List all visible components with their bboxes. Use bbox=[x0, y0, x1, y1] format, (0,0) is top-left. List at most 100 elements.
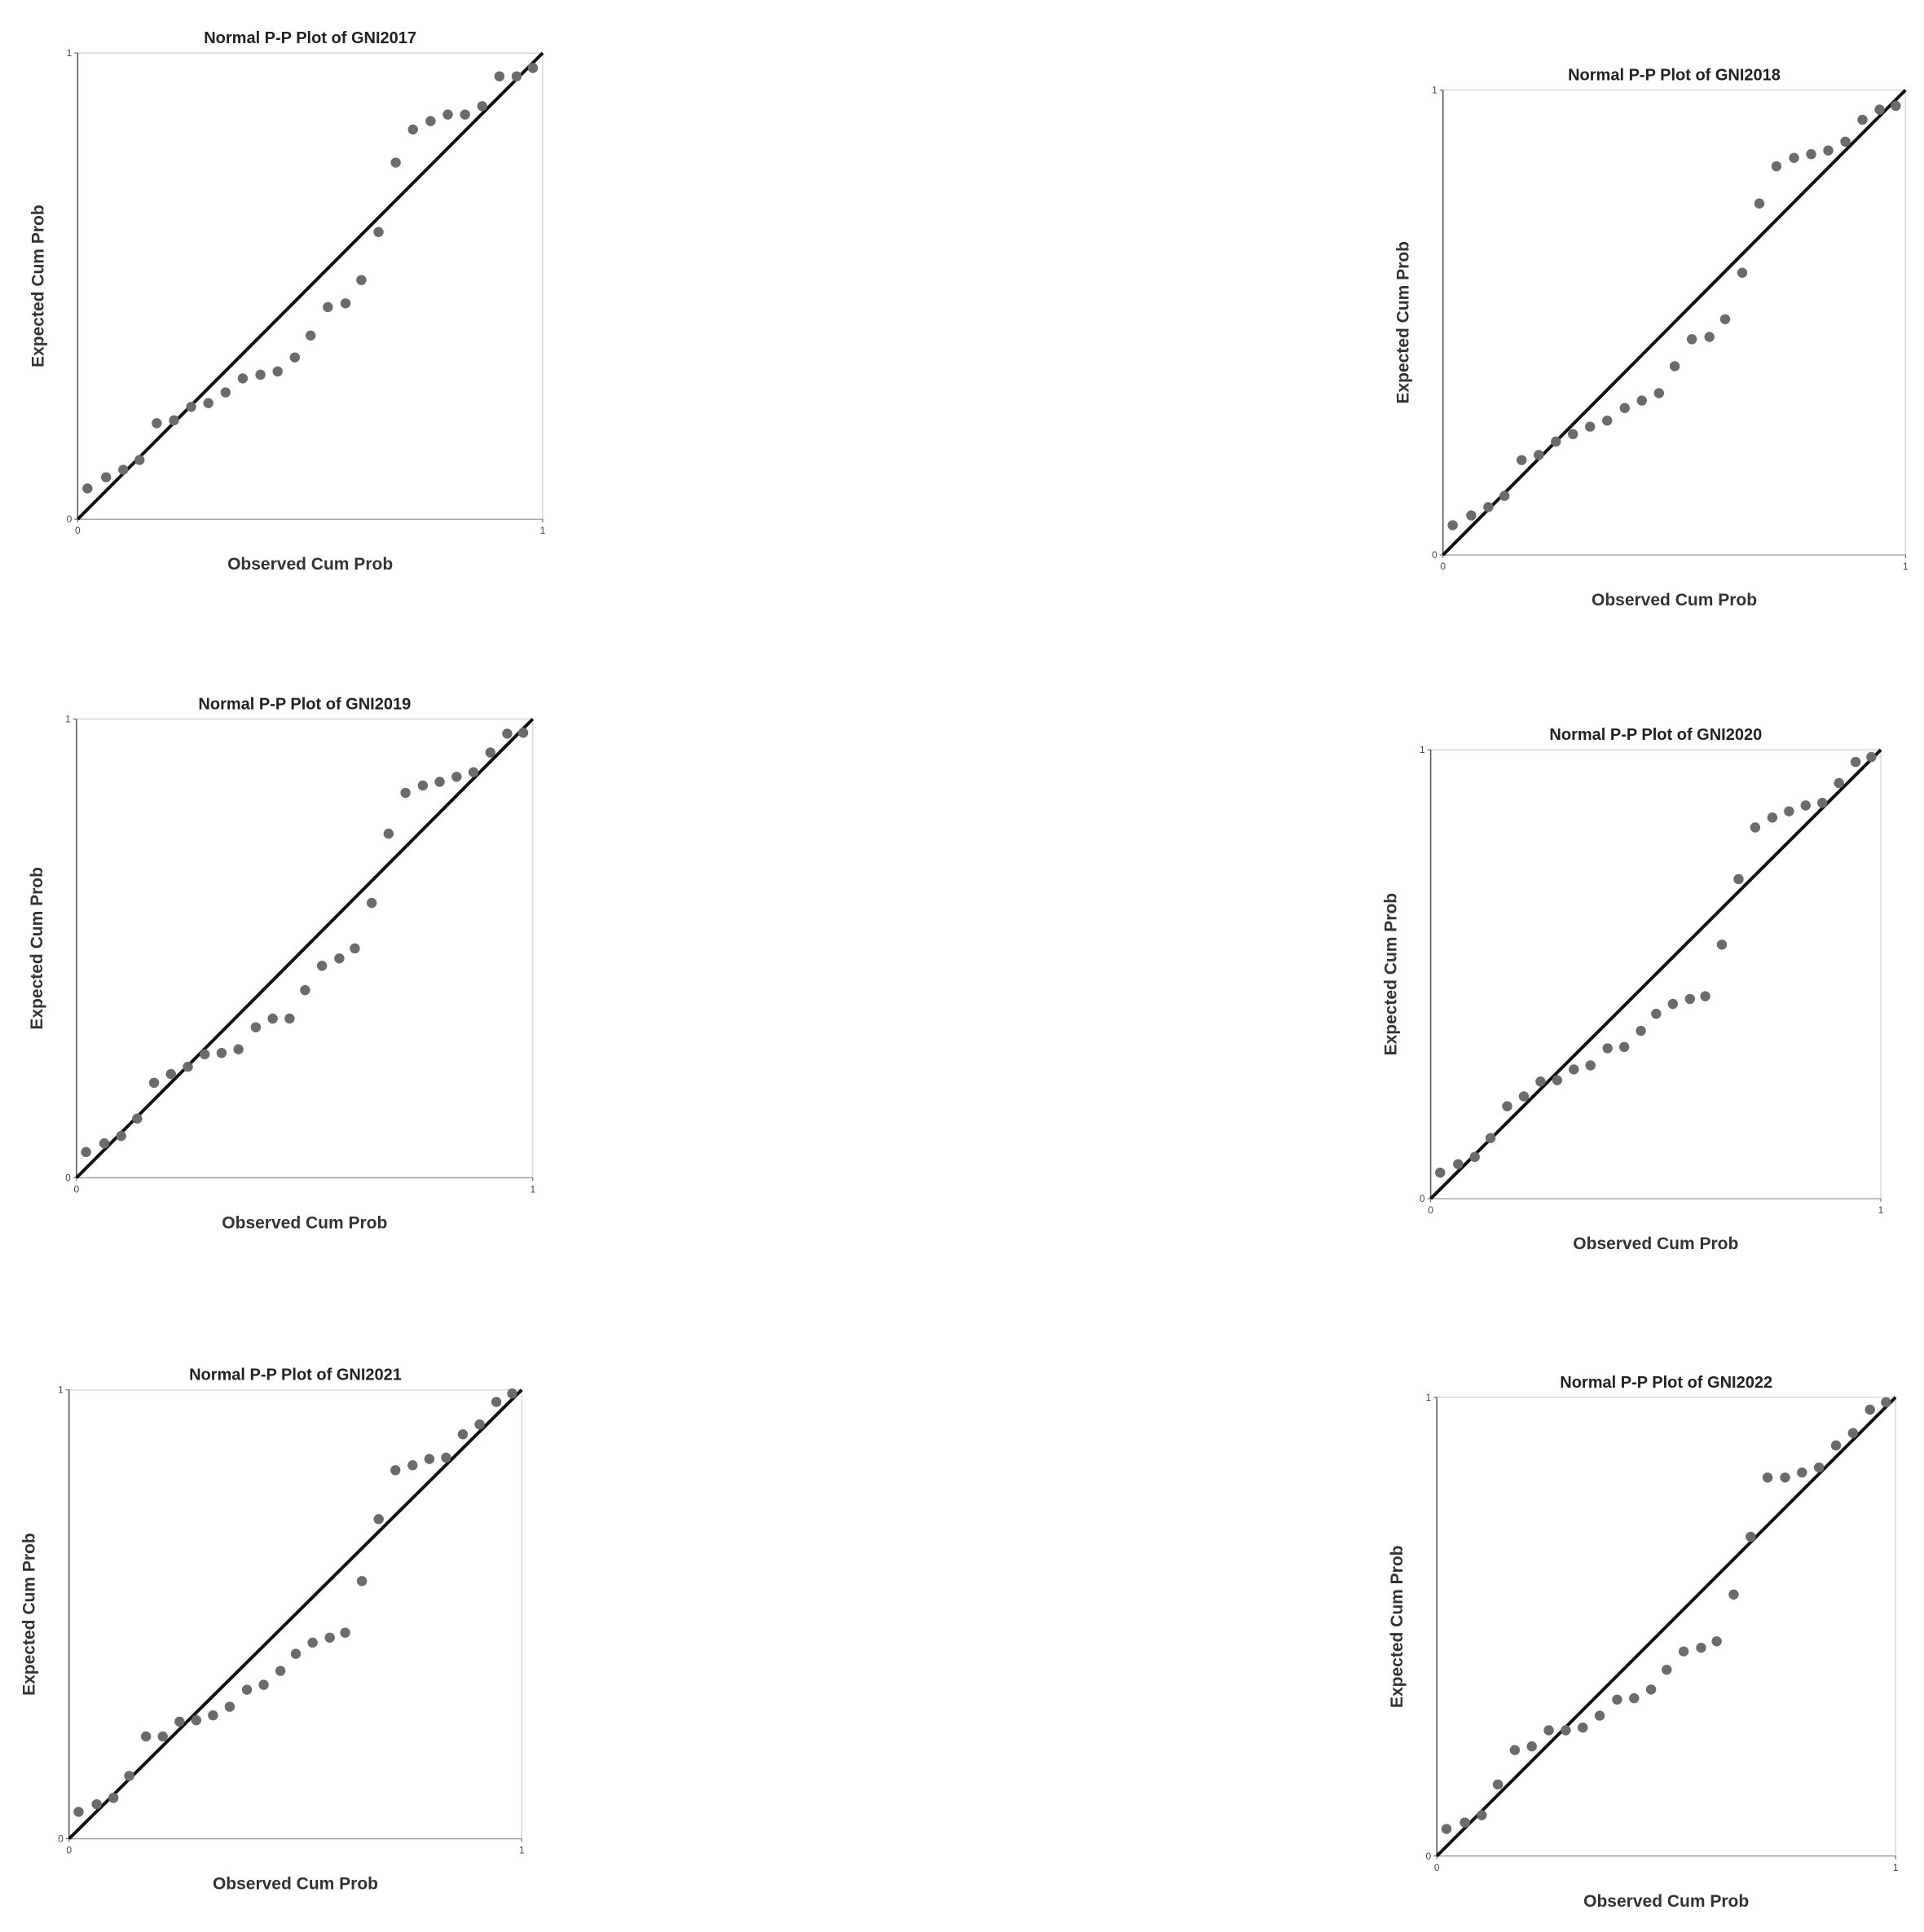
point bbox=[241, 1684, 253, 1695]
point bbox=[82, 483, 93, 494]
point bbox=[1800, 800, 1811, 811]
point bbox=[275, 1666, 286, 1676]
y-tick-label: 0 bbox=[67, 513, 73, 525]
point bbox=[1719, 314, 1731, 324]
point bbox=[1767, 812, 1778, 823]
point bbox=[1485, 1133, 1496, 1143]
point bbox=[1477, 1810, 1487, 1820]
point bbox=[307, 1637, 318, 1648]
point bbox=[186, 402, 196, 412]
point bbox=[1568, 429, 1578, 439]
point bbox=[477, 101, 487, 112]
point bbox=[1700, 991, 1710, 1001]
point bbox=[1771, 161, 1782, 172]
point bbox=[1733, 874, 1744, 885]
point bbox=[99, 1138, 110, 1149]
x-tick-label: 0 bbox=[1428, 1204, 1433, 1216]
point bbox=[272, 366, 283, 377]
point bbox=[373, 1514, 384, 1525]
point bbox=[1874, 104, 1885, 115]
point bbox=[1817, 797, 1828, 808]
point bbox=[216, 1048, 227, 1058]
reference-line bbox=[1442, 89, 1907, 557]
point bbox=[199, 1049, 210, 1060]
point bbox=[1526, 1741, 1537, 1752]
point bbox=[191, 1714, 202, 1726]
x-tick-label: 0 bbox=[1434, 1862, 1440, 1873]
point bbox=[1746, 1531, 1756, 1543]
point bbox=[527, 63, 539, 73]
point bbox=[1662, 1664, 1672, 1675]
point bbox=[237, 373, 249, 384]
chart-title: Normal P-P Plot of GNI2018 bbox=[1568, 66, 1781, 84]
point bbox=[1737, 267, 1748, 278]
point bbox=[81, 1146, 91, 1158]
point bbox=[73, 1807, 84, 1817]
point bbox=[1684, 993, 1696, 1005]
point bbox=[1502, 1101, 1512, 1111]
point bbox=[1612, 1694, 1622, 1705]
point bbox=[468, 767, 479, 777]
point bbox=[1653, 388, 1664, 398]
point bbox=[485, 747, 495, 758]
y-axis-label: Expected Cum Prob bbox=[1382, 893, 1401, 1056]
y-tick-label: 1 bbox=[1432, 84, 1437, 95]
y-tick-label: 1 bbox=[65, 713, 71, 724]
point bbox=[400, 787, 411, 799]
point bbox=[517, 728, 529, 738]
reference-line bbox=[75, 717, 535, 1179]
point bbox=[165, 1068, 176, 1080]
y-tick-label: 1 bbox=[1425, 1392, 1431, 1403]
point bbox=[511, 71, 522, 81]
point bbox=[1543, 1725, 1554, 1736]
x-tick-label: 1 bbox=[530, 1183, 535, 1195]
point bbox=[1823, 145, 1834, 156]
point bbox=[1629, 1692, 1640, 1704]
point bbox=[91, 1798, 102, 1810]
point bbox=[1569, 1064, 1579, 1075]
point bbox=[1711, 1636, 1722, 1647]
point bbox=[1686, 334, 1697, 345]
chart-title: Normal P-P Plot of GNI2020 bbox=[1549, 726, 1762, 744]
point bbox=[316, 961, 328, 971]
point bbox=[1865, 1404, 1875, 1415]
point bbox=[132, 1113, 143, 1124]
point bbox=[1704, 332, 1715, 342]
point bbox=[474, 1419, 485, 1430]
y-tick-label: 1 bbox=[67, 47, 73, 59]
x-tick-label: 0 bbox=[1440, 561, 1446, 572]
point bbox=[1830, 1440, 1842, 1451]
reference-line bbox=[1429, 748, 1882, 1200]
x-axis-label: Observed Cum Prob bbox=[213, 1875, 378, 1894]
point bbox=[334, 953, 345, 964]
x-tick-label: 0 bbox=[73, 1183, 79, 1195]
point bbox=[324, 1632, 335, 1643]
point bbox=[442, 109, 453, 120]
x-axis-label: Observed Cum Prob bbox=[1592, 591, 1757, 610]
point bbox=[1754, 198, 1765, 209]
chart-title: Normal P-P Plot of GNI2021 bbox=[189, 1366, 402, 1384]
point bbox=[157, 1731, 168, 1742]
point bbox=[1552, 1075, 1563, 1085]
point bbox=[1891, 100, 1901, 112]
x-tick-label: 1 bbox=[1903, 561, 1909, 572]
y-tick-label: 0 bbox=[65, 1172, 71, 1183]
point bbox=[1499, 491, 1510, 501]
point bbox=[1483, 502, 1494, 513]
point bbox=[1797, 1467, 1807, 1478]
point bbox=[1789, 152, 1799, 163]
point bbox=[1847, 1428, 1859, 1438]
point bbox=[356, 1576, 368, 1587]
y-tick-label: 0 bbox=[1425, 1851, 1431, 1862]
point bbox=[390, 1465, 401, 1476]
point bbox=[460, 109, 470, 120]
point bbox=[1618, 1041, 1630, 1053]
point bbox=[258, 1679, 269, 1690]
y-axis-label: Expected Cum Prob bbox=[28, 867, 46, 1030]
chart-title: Normal P-P Plot of GNI2017 bbox=[204, 29, 416, 47]
point bbox=[134, 455, 145, 465]
point bbox=[407, 1460, 418, 1471]
point bbox=[1696, 1642, 1706, 1653]
point bbox=[1840, 136, 1851, 147]
